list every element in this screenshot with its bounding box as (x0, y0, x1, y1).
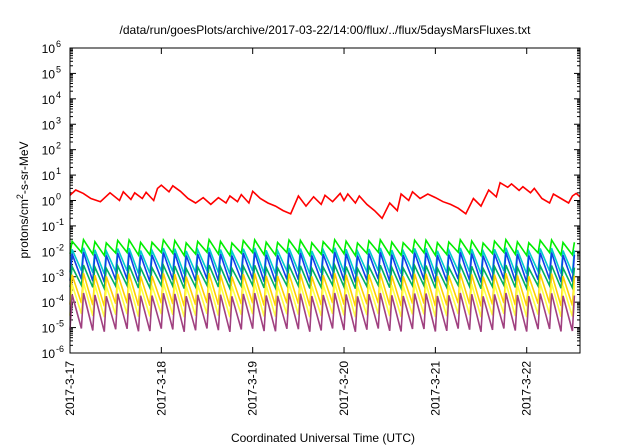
y-tick-label: 10 (42, 67, 56, 81)
x-tick-label: 2017-3-22 (520, 361, 534, 416)
x-axis: 2017-3-17 2017-3-18 2017-3-19 2017-3-20 2017… (63, 48, 534, 416)
y-tick-label: 10 (42, 93, 56, 107)
y-tick-exponent: -1 (56, 217, 64, 227)
y-tick-exponent: 4 (56, 90, 61, 100)
y-tick-label: 10 (42, 42, 56, 56)
series-line (69, 261, 576, 292)
plot-area (69, 181, 581, 332)
y-axis-label-post: -s-sr-MeV (17, 141, 31, 194)
chart-title: /data/run/goesPlots/archive/2017-03-22/1… (120, 23, 532, 37)
x-axis-label: Coordinated Universal Time (UTC) (231, 431, 415, 445)
plot-frame (69, 47, 581, 354)
series-line (69, 237, 576, 258)
y-axis-label-pre: protons/cm (17, 199, 31, 258)
y-axis-label-sup: 2 (15, 194, 25, 199)
x-tick-label: 2017-3-21 (428, 361, 442, 416)
y-tick-label: 10 (42, 118, 56, 132)
y-tick-label: 10 (42, 144, 56, 158)
y-tick-exponent: 5 (56, 64, 61, 74)
y-tick-exponent: 0 (56, 192, 61, 202)
x-tick-label: 2017-3-20 (337, 361, 351, 416)
y-axis-label: protons/cm2-s-sr-MeV (15, 141, 31, 258)
y-tick-exponent: 1 (56, 166, 61, 176)
y-tick-exponent: 6 (56, 39, 61, 49)
x-tick-label: 2017-3-17 (63, 361, 77, 416)
y-tick-label: 10 (42, 220, 56, 234)
y-tick-label: 10 (42, 271, 56, 285)
series-line (69, 292, 576, 332)
y-tick-exponent: -4 (56, 293, 64, 303)
y-tick-label: 10 (42, 245, 56, 259)
y-tick-label: 10 (42, 322, 56, 336)
y-tick-exponent: -6 (56, 344, 64, 354)
x-tick-label: 2017-3-18 (154, 361, 168, 416)
y-tick-label: 10 (42, 195, 56, 209)
series-line (69, 181, 581, 220)
y-tick-exponent: -5 (56, 319, 64, 329)
y-tick-label: 10 (42, 169, 56, 183)
y-tick-exponent: -3 (56, 268, 64, 278)
x-tick-label: 2017-3-19 (246, 361, 260, 416)
y-axis: 10 -610 -510 -410 -310 -210 -110 010 110 210 310 41… (42, 39, 580, 361)
y-tick-exponent: -2 (56, 242, 64, 252)
y-tick-exponent: 3 (56, 115, 61, 125)
y-tick-exponent: 2 (56, 141, 61, 151)
y-tick-label: 10 (42, 347, 56, 361)
y-tick-label: 10 (42, 296, 56, 310)
